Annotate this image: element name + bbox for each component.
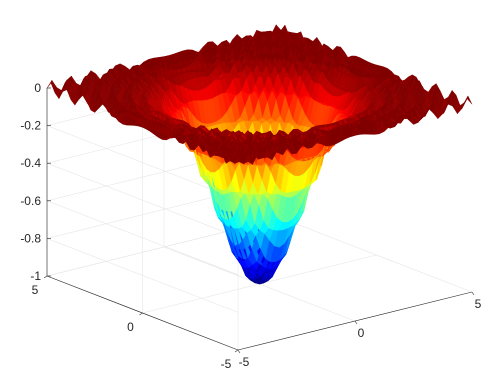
- x-tick-label: 5: [475, 297, 482, 311]
- x-tick-mark: [237, 349, 241, 354]
- y-tick-mark: [139, 312, 143, 316]
- surface-mesh: [46, 24, 473, 285]
- y-tick-label: 5: [32, 283, 39, 297]
- z-tick-label: -1: [30, 269, 41, 283]
- z-tick-label: -0.4: [20, 156, 41, 170]
- x-tick-mark: [354, 320, 358, 325]
- y-tick-mark: [43, 275, 48, 279]
- y-tick-label: 0: [127, 320, 134, 334]
- surface-patch: [462, 95, 473, 107]
- z-tick-label: 0: [34, 81, 41, 95]
- x-tick-label: -5: [239, 355, 250, 369]
- axes-lines: [43, 87, 475, 354]
- z-tick-label: -0.2: [20, 119, 41, 133]
- x-tick-label: 0: [358, 326, 365, 340]
- y-tick-mark: [234, 349, 239, 353]
- z-tick-label: -0.8: [20, 231, 41, 245]
- tick-labels: -5 0 5 5 0 -5 0 -0.2 -0.4 -0.6 -0.8 -1: [20, 81, 481, 371]
- x-tick-mark: [471, 291, 475, 296]
- floor-grid-x: [280, 217, 473, 293]
- z-tick-label: -0.6: [20, 194, 41, 208]
- y-tick-label: -5: [221, 357, 232, 371]
